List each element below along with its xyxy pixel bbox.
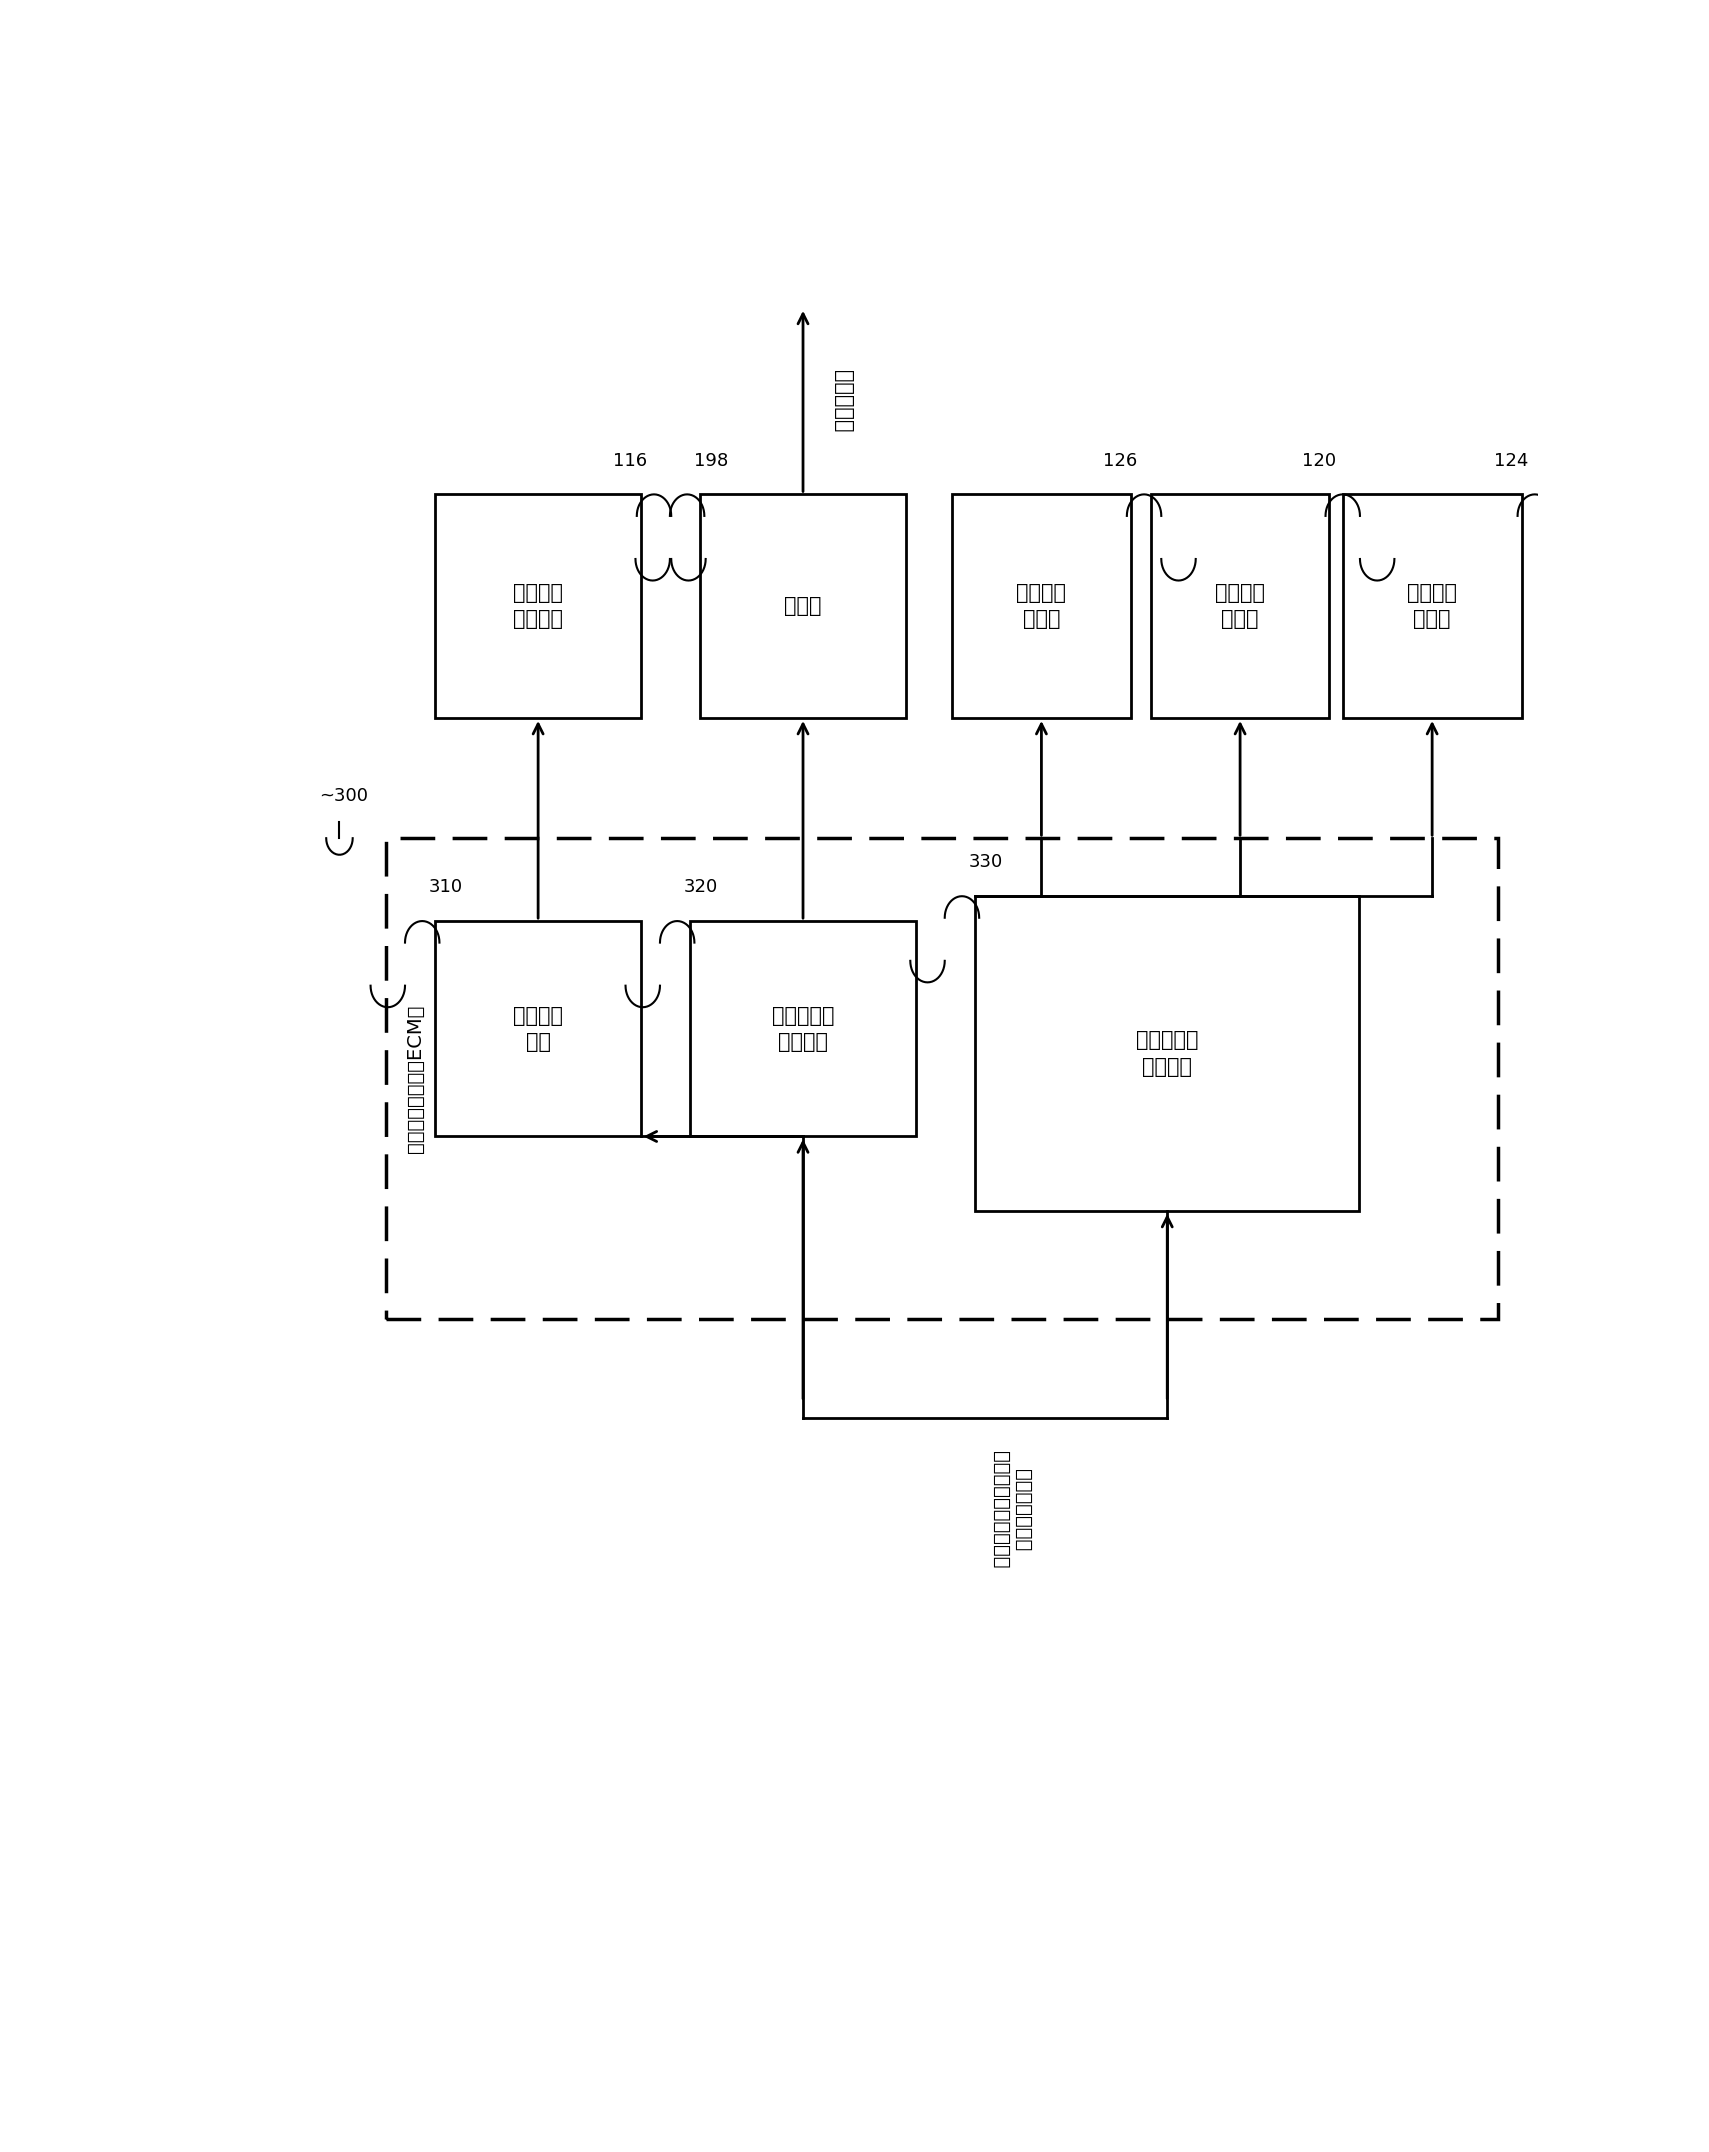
- Text: 火花致动
器模块: 火花致动 器模块: [1017, 583, 1066, 628]
- FancyBboxPatch shape: [436, 921, 641, 1136]
- Text: 发动机扭矩
控制模块: 发动机扭矩 控制模块: [1136, 1031, 1198, 1076]
- FancyBboxPatch shape: [701, 495, 906, 719]
- FancyBboxPatch shape: [952, 495, 1131, 719]
- FancyBboxPatch shape: [1150, 495, 1330, 719]
- Text: 330: 330: [969, 854, 1003, 872]
- Text: 节气门致
动器模块: 节气门致 动器模块: [513, 583, 564, 628]
- FancyBboxPatch shape: [976, 895, 1359, 1212]
- Text: 124: 124: [1494, 452, 1528, 469]
- FancyBboxPatch shape: [386, 837, 1499, 1319]
- Text: ~300: ~300: [320, 788, 369, 805]
- Text: 电动机: 电动机: [784, 596, 822, 615]
- FancyBboxPatch shape: [1343, 495, 1521, 719]
- Text: 198: 198: [694, 452, 728, 469]
- Text: 126: 126: [1104, 452, 1138, 469]
- Text: 发动机控制模块（ECM）: 发动机控制模块（ECM）: [405, 1005, 424, 1153]
- Text: 驾驶者扭矩请求
（在发动机停机期间）: 驾驶者扭矩请求 （在发动机停机期间）: [991, 1450, 1032, 1569]
- Text: 气压控制
模块: 气压控制 模块: [513, 1005, 564, 1052]
- Text: 发动机曲轴: 发动机曲轴: [832, 370, 853, 433]
- Text: 320: 320: [684, 878, 718, 895]
- Text: 116: 116: [614, 452, 648, 469]
- Text: 汽缸致动
器模块: 汽缸致动 器模块: [1215, 583, 1265, 628]
- FancyBboxPatch shape: [690, 921, 916, 1136]
- Text: 120: 120: [1302, 452, 1336, 469]
- Text: 发动机速度
控制模块: 发动机速度 控制模块: [772, 1005, 834, 1052]
- Text: 310: 310: [429, 878, 463, 895]
- FancyBboxPatch shape: [436, 495, 641, 719]
- Text: 燃料致动
器模块: 燃料致动 器模块: [1407, 583, 1458, 628]
